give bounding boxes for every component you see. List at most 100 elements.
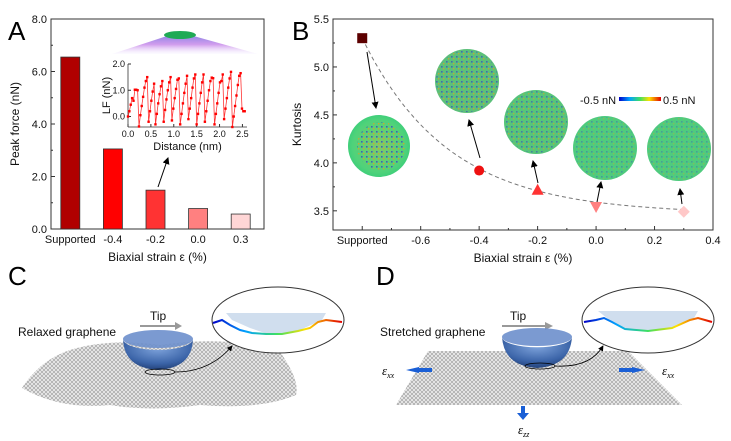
- stretched-graphene-sheet: [396, 351, 682, 405]
- inset-point: [188, 107, 191, 110]
- inset-point: [232, 115, 235, 118]
- inset-point: [166, 89, 170, 92]
- inset-point: [222, 117, 226, 121]
- bar-0.0: [188, 208, 209, 230]
- inset-point: [155, 112, 159, 116]
- inset-point: [200, 81, 204, 84]
- y-tick-label-a: 0.0: [32, 224, 47, 236]
- inset-point: [135, 88, 138, 91]
- arrow-supported: [366, 51, 379, 109]
- point-diamond: [677, 205, 690, 218]
- inset-point: [238, 74, 241, 78]
- inset-point: [161, 79, 164, 83]
- inset-point: [231, 125, 234, 129]
- inset-point: [136, 89, 139, 92]
- force-map-neg02: [504, 90, 568, 154]
- colorbar-gradient: [619, 97, 661, 101]
- point-square: [357, 33, 368, 44]
- bar--0.4: [103, 148, 123, 230]
- inset-y-axis-label: LF (nN): [101, 77, 113, 114]
- inset-x-tick-label: 2.5: [236, 129, 249, 139]
- tip-icon: [164, 31, 196, 39]
- stretched-graphene-label: Stretched graphene: [380, 325, 486, 339]
- inset-point: [137, 125, 141, 128]
- inset-point: [174, 87, 178, 91]
- strain-zz: εzz: [518, 422, 530, 439]
- y-tick-label-b: 4.5: [314, 110, 329, 122]
- x-tick-label-a: -0.4: [103, 234, 122, 246]
- inset-point: [214, 112, 218, 116]
- arrow-0: [596, 181, 604, 203]
- inset-point: [221, 73, 224, 76]
- inset-point: [165, 98, 168, 101]
- inset-point: [211, 76, 215, 80]
- inset-x-tick-label: 1.0: [168, 129, 181, 139]
- inset-point: [240, 107, 244, 110]
- y-tick-label-a: 8.0: [32, 14, 47, 26]
- inset-y-tick-label: 2.0: [112, 59, 125, 69]
- y-tick-label-a: 4.0: [32, 119, 47, 131]
- fit-curve: [361, 37, 684, 210]
- x-tick-label-b: 0.2: [647, 235, 662, 247]
- y-axis-label-b: Kurtosis: [290, 103, 304, 146]
- tip-icon-c: [123, 339, 193, 370]
- x-tick-label-b: Supported: [337, 235, 388, 247]
- x-tick-label-a: 0.0: [190, 234, 205, 246]
- inset-series-line: [127, 71, 245, 128]
- point-triangle-down: [590, 201, 603, 213]
- inset-point: [128, 110, 131, 113]
- inset-point: [209, 79, 212, 83]
- inset-point: [140, 104, 143, 108]
- inset-pointer-arrow: [157, 157, 170, 188]
- inset-x-axis-label: Distance (nm): [153, 141, 221, 153]
- inset-point: [183, 91, 186, 95]
- inset-point: [130, 96, 134, 100]
- inset-point: [177, 77, 181, 80]
- inset-point: [178, 123, 182, 126]
- inset-point: [151, 90, 154, 93]
- inset-x-tick-label: 0.0: [122, 129, 135, 139]
- colorbar-max-label: 0.5 nN: [663, 95, 695, 107]
- inset-point: [187, 117, 190, 121]
- inset-point: [170, 119, 174, 122]
- strain-xx-left: εxx: [382, 363, 395, 380]
- inset-point: [227, 86, 230, 89]
- inset-point: [198, 102, 201, 105]
- strain-arrow-right: [619, 367, 645, 373]
- arrow-03: [677, 188, 685, 205]
- inset-point: [185, 74, 189, 78]
- inset-point: [133, 88, 137, 91]
- inset-point: [236, 83, 240, 87]
- force-map-0: [573, 116, 637, 180]
- tip-direction-arrow-d: [502, 322, 553, 330]
- tip-label-d: Tip: [510, 309, 527, 323]
- colorbar-min-label: -0.5 nN: [580, 95, 616, 107]
- inset-point: [218, 81, 222, 84]
- bar-Supported: [60, 56, 81, 230]
- inset-point: [180, 112, 183, 116]
- x-tick-label-b: -0.6: [411, 235, 430, 247]
- tip-direction-arrow-c: [140, 322, 182, 330]
- inset-point: [228, 77, 231, 80]
- panel-label-c: C: [8, 261, 27, 291]
- strain-arrow-down: [517, 406, 529, 420]
- inset-point: [154, 123, 157, 126]
- inset-point: [176, 78, 179, 81]
- inset-point: [224, 107, 227, 110]
- inset-point: [150, 99, 153, 102]
- chart-a: 0.0 2.0 4.0 6.0 8.0 Supported -0.4 -0.2 0.0 0.3 Bi…: [8, 14, 265, 264]
- inset-point: [129, 103, 132, 106]
- inset-point: [159, 85, 163, 88]
- panel-label-b: B: [292, 16, 309, 46]
- inset-point: [220, 79, 223, 83]
- inset-point: [235, 94, 238, 97]
- y-tick-label-b: 5.0: [314, 62, 329, 74]
- inset-point: [210, 76, 213, 79]
- inset-point: [203, 120, 207, 123]
- force-map-neg04: [435, 49, 499, 113]
- force-map-supported: [348, 115, 410, 177]
- x-tick-label-a: -0.2: [146, 234, 165, 246]
- inset-point: [189, 96, 193, 100]
- inset-x-tick-label: 0.5: [145, 129, 158, 139]
- inset-point: [157, 102, 160, 105]
